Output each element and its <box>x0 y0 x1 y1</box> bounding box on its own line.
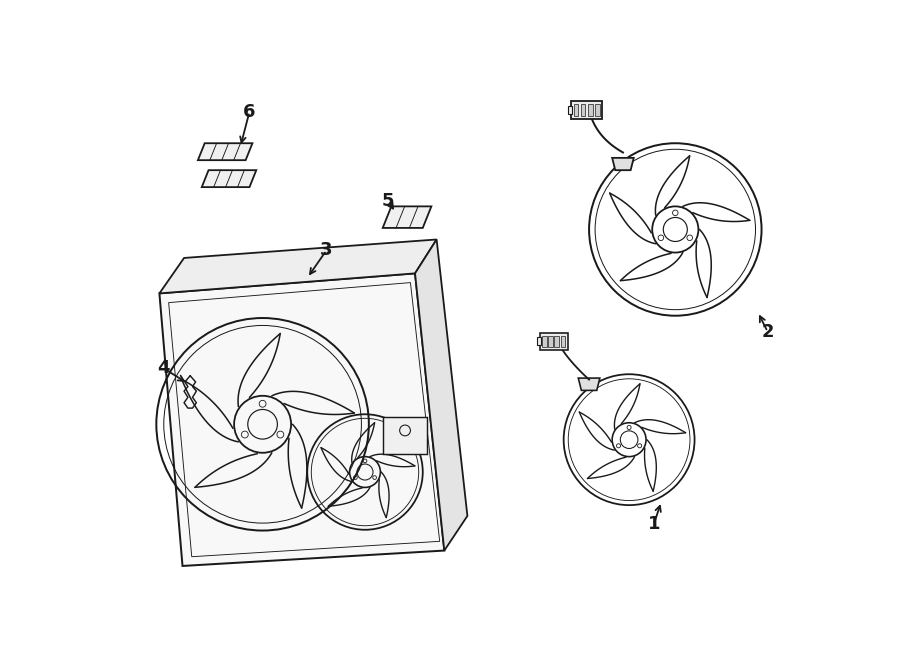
Text: 3: 3 <box>320 241 333 259</box>
Polygon shape <box>198 143 252 160</box>
Text: 4: 4 <box>157 359 169 377</box>
Bar <box>573 104 579 116</box>
Bar <box>595 104 599 116</box>
Polygon shape <box>415 239 467 551</box>
Bar <box>588 104 593 116</box>
Bar <box>536 337 541 345</box>
Text: 2: 2 <box>761 323 774 341</box>
Text: 5: 5 <box>382 192 394 210</box>
Bar <box>580 104 586 116</box>
Bar <box>554 336 559 346</box>
Bar <box>548 336 553 346</box>
Bar <box>572 101 602 120</box>
Polygon shape <box>159 274 445 566</box>
Bar <box>382 416 428 453</box>
Polygon shape <box>382 206 431 228</box>
Bar <box>542 336 546 346</box>
Polygon shape <box>159 239 436 293</box>
Polygon shape <box>612 158 634 170</box>
Polygon shape <box>202 170 256 187</box>
Bar <box>561 336 565 346</box>
Polygon shape <box>579 378 599 391</box>
Text: 1: 1 <box>647 516 660 533</box>
Text: 6: 6 <box>243 102 256 121</box>
Bar <box>540 332 568 350</box>
Bar <box>568 106 572 114</box>
